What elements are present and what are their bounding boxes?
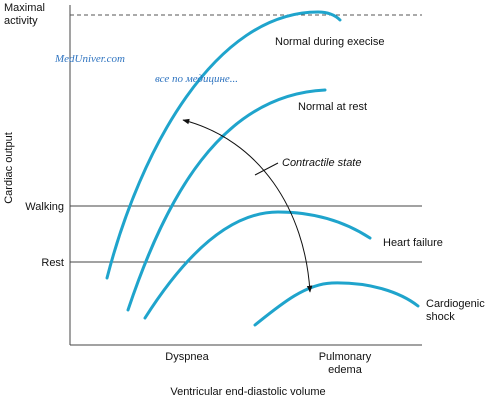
x-label: Pulmonary edema: [319, 351, 372, 376]
max-label-line: activity: [4, 15, 38, 27]
curve-label: Heart failure: [383, 237, 443, 249]
watermark-site: MedUniver.com: [54, 53, 125, 65]
contractile-label: Contractile state: [282, 157, 361, 169]
curve-rest: [126, 88, 327, 312]
max-label-line: Maximal: [4, 2, 45, 14]
y-axis-title: Cardiac output: [3, 132, 15, 204]
x-axis-title: Ventricular end-diastolic volume: [170, 386, 325, 398]
contractile-arrow: [182, 118, 313, 293]
curve-exercise: [105, 10, 342, 280]
curve-label-line: Cardiogenic: [426, 298, 485, 310]
max-label: Maximal activity: [4, 2, 45, 27]
curve-label-line: shock: [426, 311, 455, 323]
leader-line: [254, 162, 279, 176]
curve-label: Normal during execise: [275, 36, 384, 48]
curve-shock: [253, 281, 420, 327]
curve-label: Normal at rest: [298, 101, 367, 113]
x-label-line: edema: [328, 364, 363, 376]
rest-label: Rest: [41, 257, 64, 269]
x-label: Dyspnea: [165, 351, 209, 363]
watermark-tagline: все по медицине...: [155, 73, 238, 85]
walking-label: Walking: [25, 201, 64, 213]
x-label-line: Pulmonary: [319, 351, 372, 363]
curve-label: Cardiogenic shock: [426, 298, 485, 323]
curve-heart-failure: [143, 210, 372, 320]
